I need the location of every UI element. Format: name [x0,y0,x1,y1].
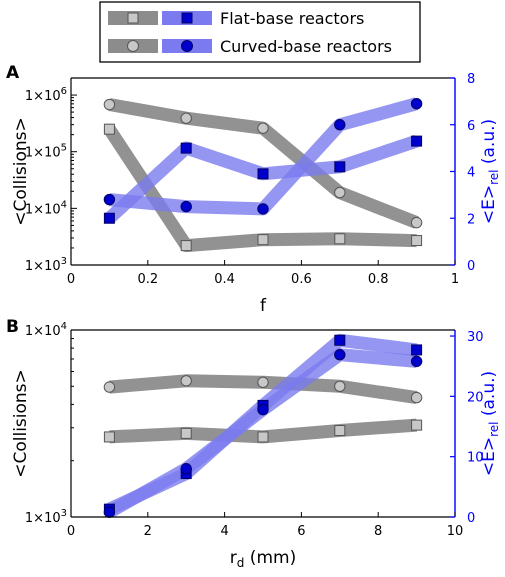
panel-b-series-0-point-3 [334,425,346,437]
panel-b-series-1-point-2 [257,376,269,389]
panel-b-series-0-point-1 [180,427,192,439]
panel-b-y-right-tick-label-0: 0 [467,511,475,526]
panel-b-x-tick-label-3: 6 [297,524,305,539]
panel-b-series-1-point-3 [334,380,346,392]
panel-b-series-1-point-0 [103,381,116,393]
panel-b-letter: B [6,317,19,337]
panel-a-y-left-tick-label-3: 1×106 [25,86,67,104]
panel-b-y-right-tick-label-3: 30 [467,330,484,345]
panel-b-y-right-tick-label-1: 10 [467,451,484,466]
panel-b-series-0-point-2 [257,431,269,443]
panel-a-series-0-point-4 [411,235,423,247]
panel-a-y-right-tick-label-4: 8 [467,72,475,87]
panel-a-x-tick-label-2: 0.4 [214,272,235,287]
panel-a-y-right-tick-label-1: 2 [467,212,475,227]
panel-b-series-3-point-4 [410,355,423,368]
panel-a-y-left-tick-label-2: 1×105 [25,143,67,161]
panel-a-x-tick-label-4: 0.8 [368,272,389,287]
panel-a-series-2-point-4 [411,135,423,147]
panel-a-series-3-point-3 [334,119,346,131]
panel-a-series-0-band [103,125,417,253]
panel-a-series-2-point-3 [334,161,346,173]
panel-b-series-3-point-2 [257,403,269,416]
panel-a-x-tick-label-3: 0.6 [291,272,312,287]
panel-a-series-3-point-2 [257,203,269,215]
panel-b-x-tick-label-0: 0 [67,524,75,539]
panel-a-series-1-point-4 [410,216,423,229]
panel-b-y-left-label: <Collisions> [11,369,31,478]
legend-blue-square-icon [181,12,193,24]
panel-a-series-0-point-0 [103,123,115,135]
panel-a-series-0-point-3 [334,233,346,245]
legend-flat-label: Flat-base reactors [220,9,364,28]
panel-b-y-right-label: <E>rel (a.u.) [479,371,501,476]
panel-a-x-tick-label-5: 1 [451,272,459,287]
panel-b-series-3-point-3 [334,349,346,361]
panel-a-x-tick-label-1: 0.2 [137,272,158,287]
panel-b-y-left-tick-label-1: 1×104 [25,321,67,339]
panel-a-y-right-tick-label-2: 4 [467,166,475,181]
panel-a-series-3-point-4 [410,98,423,110]
legend-blue-circle-icon [181,40,193,52]
panel-a-y-right-label: <E>rel (a.u.) [479,119,501,224]
panel-a-series-1-point-1 [180,112,192,124]
panel-a-series-2-point-1 [180,142,192,154]
panel-b-series-0-point-0 [103,431,115,443]
panel-a-series-3-point-1 [180,200,192,213]
panel-a-series-1-point-3 [334,186,346,199]
panel-a-letter: A [6,63,20,83]
panel-b-x-axis-label: rd (mm) [230,548,296,570]
panel-a-series-3-point-0 [103,193,116,206]
panel-b-x-tick-label-4: 8 [374,524,382,539]
panel-a-y-right-tick-label-3: 6 [467,119,475,134]
panel-a-series-1-point-0 [103,98,116,111]
panel-a-chart: 0 0.2 0.4 0.6 0.8 1 1×103 1×104 1×105 1×106 0 2 4 6 8 f… [11,72,501,316]
panel-a-series-2-point-0 [103,212,115,224]
panel-b-x-tick-label-5: 10 [447,524,464,539]
panel-b-y-left-tick-label-0: 1×103 [25,508,67,526]
legend-curved-label: Curved-base reactors [220,37,392,56]
panel-a-series-1-point-2 [257,122,269,134]
panel-b-x-tick-label-1: 2 [144,524,152,539]
panel-a-y-right-tick-label-0: 0 [467,259,475,274]
panel-a-y-left-label: <Collisions> [11,117,31,226]
legend-gray-circle-icon [127,40,139,52]
panel-b-series-2-point-4 [411,344,423,356]
panel-a-y-left-tick-label-1: 1×104 [25,199,67,217]
panel-b-y-right-tick-label-2: 20 [467,390,484,405]
legend-gray-square-icon [127,12,139,24]
legend: Flat-base reactors Curved-base reactors [99,1,421,63]
panel-a-y-left-tick-label-0: 1×103 [25,256,67,274]
panel-a-series-0-point-1 [180,240,192,252]
panel-a-x-tick-label-0: 0 [67,272,75,287]
panel-b-series-1-point-1 [180,375,192,387]
panel-b-series-3-point-0 [103,506,116,518]
panel-b-series-1-point-4 [410,391,423,404]
panel-a-series-0-point-2 [257,234,269,246]
panel-b-series-0-point-4 [411,419,423,431]
panel-b-series-2-point-3 [334,334,346,346]
panel-b-x-tick-label-2: 4 [220,524,228,539]
panel-a-series-2-point-2 [257,168,269,180]
panel-b-series-3-point-1 [180,463,192,475]
panel-a-x-axis-label: f [260,296,267,316]
